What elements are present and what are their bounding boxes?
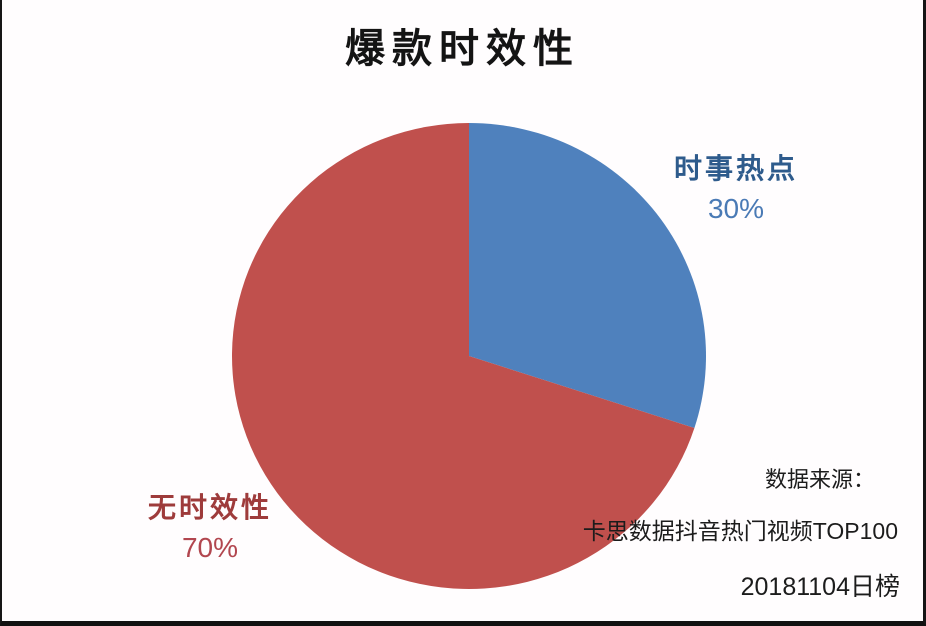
chart-title: 爆款时效性 xyxy=(345,26,580,71)
label-current-events-pct: 30% xyxy=(707,193,765,225)
label-current-events-name: 时事热点 xyxy=(673,153,798,184)
data-source-detail: 卡思数据抖音热门视频TOP100 xyxy=(582,518,898,544)
data-source-date: 20181104日榜 xyxy=(740,573,900,601)
label-current-events: 时事热点 30% xyxy=(640,153,832,225)
data-source-caption: 数据来源： xyxy=(764,467,875,492)
label-no-timeliness-pct: 70% xyxy=(181,532,239,564)
pie-slice-current-events xyxy=(469,123,706,428)
label-no-timeliness-name: 无时效性 xyxy=(147,492,272,523)
pie-slice-no-timeliness xyxy=(231,123,695,589)
label-no-timeliness: 无时效性 70% xyxy=(114,492,306,564)
